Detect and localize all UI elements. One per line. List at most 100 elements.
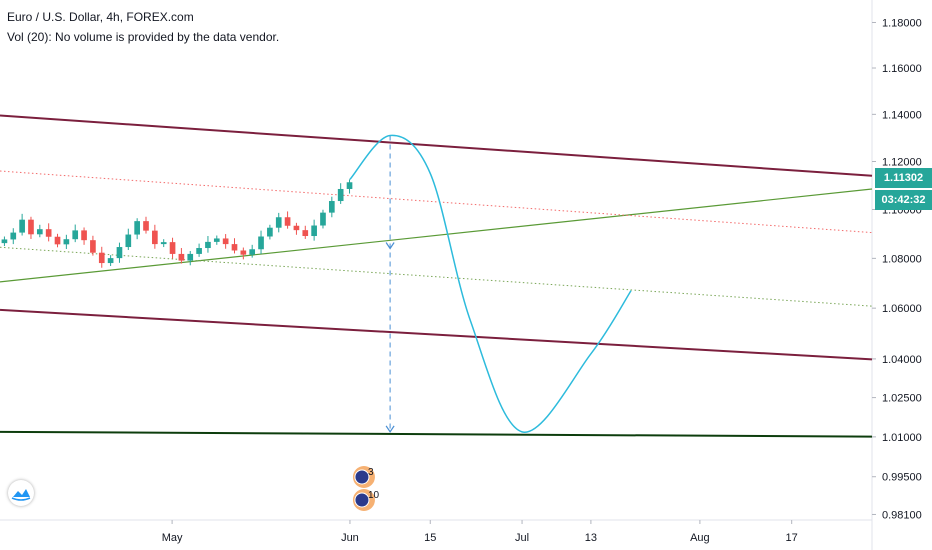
candle [72,224,79,243]
candle [45,223,52,242]
x-tick-label: Aug [690,532,710,544]
lower-channel-line [0,308,873,361]
candle-body [258,236,264,250]
candle-body [311,225,317,237]
x-tick-label: 17 [786,532,798,544]
x-tick-label: 15 [424,532,436,544]
candle [346,179,353,194]
candle-body [72,230,79,240]
y-tick-label: 1.02500 [882,393,922,405]
event-flag-icon [354,469,370,485]
candle-body [45,229,52,237]
candle-body [134,221,140,235]
candle [160,239,167,248]
rising-trendline-line [0,188,873,283]
candle-body [10,232,17,240]
candle-body [125,234,132,248]
candle [10,228,17,245]
dotted-midline-line [0,246,873,307]
candle [90,235,96,256]
tradingview-logo-icon[interactable] [8,480,34,506]
candle [54,233,61,248]
candle [275,212,282,233]
volume-indicator-note: Vol (20): No volume is provided by the d… [7,30,280,44]
candle-body [63,239,70,245]
candle-body [19,219,25,233]
candle-body [337,188,344,202]
candle-body [328,201,335,213]
candle [337,183,344,204]
projected-path-curve [349,134,632,433]
candle-body [231,244,238,251]
candle-body [205,241,211,249]
y-tick-label: 1.14000 [882,109,922,121]
candle-body [346,182,353,189]
upper-event-badge: 3 [352,466,375,488]
candle [284,211,291,229]
x-tick-label: Jun [341,532,359,544]
candle [302,225,309,239]
y-tick-label: 1.18000 [882,17,922,29]
candle-body [293,225,300,231]
candle [231,238,238,254]
candle-body [1,239,8,244]
event-flag-icon [354,492,370,508]
candle-body [143,221,149,231]
candle [1,236,8,247]
candle-body [54,236,61,245]
candle [116,242,123,263]
candle [63,234,70,250]
y-tick-label: 1.08000 [882,253,922,265]
candle [328,196,335,218]
candle [240,247,247,260]
candle [293,222,300,235]
last-price-tag: 1.11302 [875,168,932,189]
support-line [0,430,873,438]
candle-body [213,238,220,242]
y-tick-label: 1.06000 [882,303,922,315]
event-count-label: 10 [368,490,380,501]
dotted-resistance-line [0,170,873,234]
candle [222,234,229,249]
x-tick-label: May [162,532,183,544]
candle [107,255,114,267]
y-tick-label: 1.16000 [882,63,922,75]
candle [187,250,194,266]
bar-countdown-tag: 03:42:32 [875,190,932,211]
candle-body [196,248,202,254]
candle-body [169,242,176,254]
y-tick-label: 1.04000 [882,354,922,366]
candle-body [98,252,105,264]
candle [81,227,87,245]
arrow-head-icon [385,425,395,433]
candle [196,243,202,257]
y-tick-label: 0.98100 [882,509,922,521]
candle [19,213,25,236]
candle [213,235,220,245]
candle-body [107,258,114,264]
candle [169,237,176,259]
candle-body [302,230,309,237]
candle-body [36,229,43,235]
candle [98,246,105,268]
candle [143,216,149,234]
candle-body [320,212,326,226]
candle [125,228,132,250]
candle-body [284,217,291,226]
candle [258,230,264,254]
candle-body [152,230,158,245]
x-tick-label: Jul [515,532,529,544]
candle [320,209,326,229]
candle-body [267,227,273,237]
candle-body [240,250,247,255]
event-count-label: 3 [368,467,374,478]
candle-body [249,249,256,255]
candle [249,244,256,258]
lower-event-badge: 10 [352,489,380,511]
candle [36,224,43,238]
candle-body [275,217,282,228]
candle [267,224,273,240]
candle [134,218,140,240]
